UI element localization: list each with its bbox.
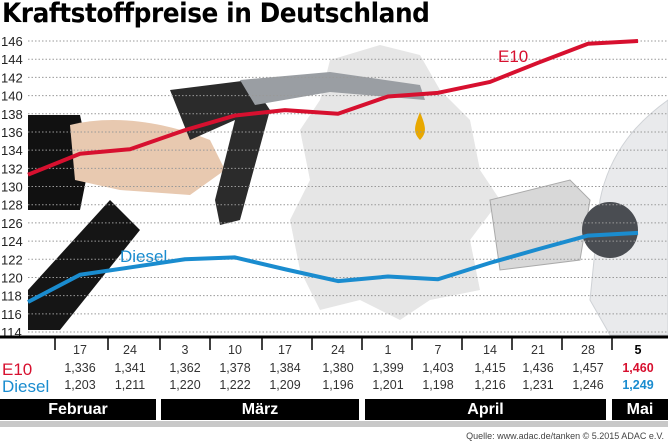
e10-row: E10 1,336 1,341 1,362 1,378 1,384 1,380 1,399 1… [0, 361, 668, 378]
value-label-e10: 1,380 [322, 361, 354, 375]
y-tick-label: 122 [1, 252, 23, 267]
value-label-e10: 1,378 [219, 361, 251, 375]
month-februar: Februar [0, 399, 156, 420]
chart-title: Kraftstoffpreise in Deutschland [2, 0, 430, 29]
value-label-e10: 1,336 [64, 361, 96, 375]
value-label-e10: 1,436 [522, 361, 554, 375]
y-tick-label: 130 [1, 180, 23, 195]
date-label: 3 [181, 343, 189, 357]
diesel-row: Diesel 1,203 1,211 1,220 1,222 1,209 1,196 1,2… [0, 378, 668, 395]
value-label-e10: 1,384 [269, 361, 301, 375]
gridlines [28, 40, 668, 333]
y-tick-label: 136 [1, 125, 23, 140]
date-label: 21 [531, 343, 545, 357]
date-label: 28 [581, 343, 595, 357]
y-tick-label: 144 [1, 52, 23, 67]
y-tick-label: 142 [1, 70, 23, 85]
fuel-inlet [582, 202, 638, 258]
source-note: Quelle: www.adac.de/tanken © 5.2015 ADAC… [466, 431, 664, 441]
date-label: 24 [331, 343, 345, 357]
value-label-diesel: 1,198 [422, 378, 454, 392]
date-label: 7 [434, 343, 442, 357]
value-label-e10: 1,415 [474, 361, 506, 375]
y-tick-label: 116 [1, 307, 22, 322]
hand [70, 120, 225, 195]
date-label: 5 [634, 343, 642, 357]
fuel-drop [415, 112, 425, 140]
date-label: 10 [228, 343, 242, 357]
y-tick-label: 120 [1, 270, 23, 285]
date-row: 17 24 3 10 17 24 1 7 14 21 28 5 [0, 343, 668, 360]
fuel-hose [28, 200, 140, 330]
value-label-diesel: 1,249 [622, 378, 654, 392]
y-tick-label: 132 [1, 161, 23, 176]
value-label-diesel: 1,209 [269, 378, 301, 392]
value-label-e10: 1,341 [114, 361, 146, 375]
line-chart: 1141161181201221241261281301321341361381… [0, 34, 668, 350]
date-label: 24 [123, 343, 137, 357]
background-illustration [28, 45, 668, 336]
e10-row-label: E10 [2, 360, 33, 379]
value-label-e10: 1,399 [372, 361, 404, 375]
date-label: 17 [73, 343, 87, 357]
y-axis-ticks: 1141161181201221241261281301321341361381… [1, 34, 23, 340]
value-label-diesel: 1,203 [64, 378, 96, 392]
value-label-e10: 1,362 [169, 361, 201, 375]
y-tick-label: 128 [1, 198, 23, 213]
diesel-row-label: Diesel [2, 377, 50, 396]
column-separators [54, 337, 613, 350]
value-label-diesel: 1,222 [219, 378, 251, 392]
y-tick-label: 134 [1, 143, 23, 158]
value-label-diesel: 1,216 [474, 378, 506, 392]
value-label-diesel: 1,211 [114, 378, 146, 392]
value-label-e10: 1,457 [572, 361, 604, 375]
y-tick-label: 146 [1, 34, 23, 49]
value-label-diesel: 1,201 [372, 378, 404, 392]
pump-nozzle-spout [240, 72, 425, 105]
value-label-diesel: 1,196 [322, 378, 354, 392]
month-april: April [365, 399, 606, 420]
fuel-flap [489, 179, 591, 271]
series-lines [27, 39, 639, 304]
value-label-e10: 1,460 [622, 361, 654, 375]
date-label: 17 [278, 343, 292, 357]
y-tick-label: 138 [1, 107, 23, 122]
series-label-diesel: Diesel [120, 247, 167, 266]
value-label-e10: 1,403 [422, 361, 454, 375]
y-tick-label: 124 [1, 234, 23, 249]
y-tick-label: 118 [1, 289, 22, 304]
month-maerz: März [161, 399, 359, 420]
y-tick-label: 140 [1, 89, 23, 104]
y-tick-label: 126 [1, 216, 23, 231]
date-label: 1 [384, 343, 392, 357]
value-label-diesel: 1,220 [169, 378, 201, 392]
date-label: 14 [483, 343, 497, 357]
month-mai: Mai [612, 399, 668, 420]
value-label-diesel: 1,231 [522, 378, 554, 392]
series-label-e10: E10 [498, 47, 528, 66]
value-label-diesel: 1,246 [572, 378, 604, 392]
footer-strip [0, 421, 668, 427]
